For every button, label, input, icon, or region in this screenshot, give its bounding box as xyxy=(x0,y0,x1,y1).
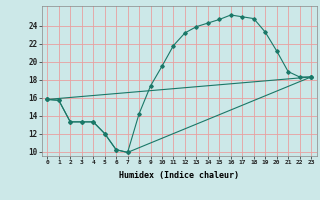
X-axis label: Humidex (Indice chaleur): Humidex (Indice chaleur) xyxy=(119,171,239,180)
